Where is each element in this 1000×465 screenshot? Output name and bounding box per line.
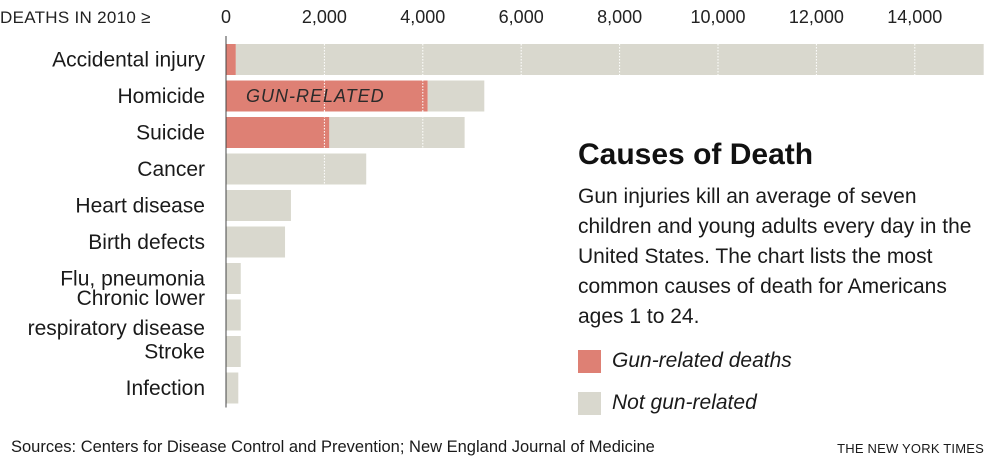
x-tick-label: 14,000 <box>887 7 942 27</box>
bar-not-gun-related <box>226 190 291 221</box>
sources-note: Sources: Centers for Disease Control and… <box>11 438 655 456</box>
chart-title: Causes of Death <box>578 138 814 171</box>
bar-gun-related <box>226 44 236 75</box>
credit: THE NEW YORK TIMES <box>837 441 984 456</box>
bar-not-gun-related <box>226 372 239 404</box>
bar-not-gun-related <box>226 263 241 294</box>
category-label: Accidental injury <box>52 49 205 72</box>
legend-label-gun: Gun-related deaths <box>612 349 792 372</box>
legend-swatch-not-gun <box>578 391 601 415</box>
legend: Gun-related deaths Not gun-related <box>578 344 988 420</box>
category-label: Infection <box>126 377 205 400</box>
x-tick-label: 0 <box>221 7 231 27</box>
category-label: respiratory disease <box>28 317 205 340</box>
category-label: Chronic lower <box>77 287 205 310</box>
category-label: Flu, pneumonia <box>60 268 205 291</box>
bar-not-gun-related <box>427 80 485 112</box>
bar-gun-related <box>226 117 330 148</box>
bar-not-gun-related <box>235 44 984 75</box>
category-label: Birth defects <box>88 231 205 254</box>
x-tick-label: 2,000 <box>302 7 347 27</box>
legend-swatch-gun <box>578 349 601 373</box>
bar-not-gun-related <box>329 117 465 148</box>
x-axis-title: DEATHS IN 2010 ≥ <box>0 8 151 27</box>
category-label: Suicide <box>136 122 205 145</box>
category-label: Homicide <box>117 85 205 108</box>
x-tick-label: 4,000 <box>400 7 445 27</box>
legend-label-not-gun: Not gun-related <box>612 391 757 414</box>
x-tick-label: 6,000 <box>499 7 544 27</box>
category-label: Heart disease <box>75 195 205 218</box>
bar-not-gun-related <box>226 153 367 185</box>
side-panel: Causes of Death Gun injuries kill an ave… <box>578 138 988 420</box>
category-label: Cancer <box>137 158 205 181</box>
bar-annotation-label: GUN-RELATED <box>246 86 385 106</box>
x-tick-label: 10,000 <box>690 7 745 27</box>
chart-description: Gun injuries kill an average of seven ch… <box>578 185 972 328</box>
bar-not-gun-related <box>226 336 241 367</box>
legend-item-gun: Gun-related deaths <box>578 344 988 378</box>
category-label: Stroke <box>144 341 205 364</box>
x-tick-label: 8,000 <box>597 7 642 27</box>
bar-gun-related <box>226 80 428 112</box>
bar-not-gun-related <box>226 226 286 258</box>
bar-not-gun-related <box>226 299 241 331</box>
legend-item-not-gun: Not gun-related <box>578 386 988 420</box>
x-tick-label: 12,000 <box>789 7 844 27</box>
